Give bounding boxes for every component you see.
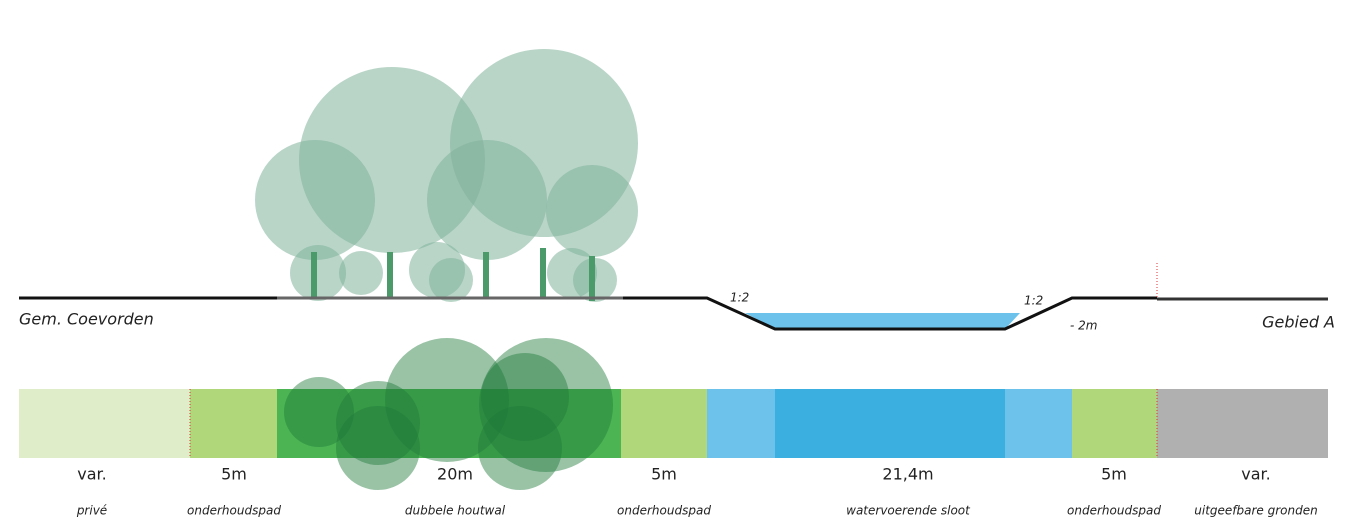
trunks bbox=[311, 248, 595, 301]
right-label: Gebied A bbox=[1262, 313, 1335, 332]
slope-label: 1:2 bbox=[730, 291, 749, 305]
trunk bbox=[540, 248, 546, 299]
water bbox=[745, 313, 1020, 329]
tree-plan bbox=[479, 338, 613, 472]
zone bbox=[707, 389, 775, 458]
zone bbox=[775, 389, 1005, 458]
tree-plan bbox=[336, 406, 420, 490]
zone bbox=[1157, 389, 1328, 458]
zone-width: var. bbox=[77, 465, 106, 484]
trunk bbox=[483, 252, 489, 299]
zone-name: privé bbox=[76, 504, 107, 518]
trees-section bbox=[255, 49, 638, 302]
shrub bbox=[429, 258, 473, 302]
trees-plan bbox=[284, 338, 613, 490]
zone-labels: var. privé 5m onderhoudspad 20m dubbele houtw… bbox=[76, 465, 1318, 518]
ditch-profile bbox=[623, 296, 1157, 331]
zone bbox=[190, 389, 277, 458]
zone-name: onderhoudspad bbox=[617, 504, 711, 518]
zone-width: 5m bbox=[651, 465, 677, 484]
tree-crown bbox=[546, 165, 638, 257]
shrub bbox=[290, 245, 346, 301]
trunk bbox=[589, 256, 595, 301]
zone bbox=[621, 389, 707, 458]
tree-crown bbox=[427, 140, 547, 260]
zone-width: 5m bbox=[221, 465, 247, 484]
zone-width: 20m bbox=[437, 465, 473, 484]
zone-name: watervoerende sloot bbox=[846, 504, 971, 518]
zone-name: uitgeefbare gronden bbox=[1194, 504, 1317, 518]
tree-plan bbox=[478, 406, 562, 490]
tree-plan bbox=[284, 377, 354, 447]
zone bbox=[277, 389, 621, 458]
trunk bbox=[387, 252, 393, 299]
zone bbox=[19, 389, 190, 458]
zone-name: onderhoudspad bbox=[187, 504, 281, 518]
zone bbox=[1072, 389, 1157, 458]
shrub bbox=[339, 251, 383, 295]
tree-plan bbox=[481, 353, 569, 441]
left-label: Gem. Coevorden bbox=[19, 310, 154, 329]
zone-name: onderhoudspad bbox=[1067, 504, 1161, 518]
zone-width: var. bbox=[1241, 465, 1270, 484]
depth-label: - 2m bbox=[1070, 319, 1097, 333]
trunk bbox=[311, 252, 317, 299]
zone-width: 5m bbox=[1101, 465, 1127, 484]
zone bbox=[1005, 389, 1072, 458]
zone-name: dubbele houtwal bbox=[405, 504, 506, 518]
zone-width: 21,4m bbox=[882, 465, 933, 484]
tree-plan bbox=[385, 338, 509, 462]
tree-plan bbox=[336, 381, 420, 465]
slope-label: 1:2 bbox=[1024, 294, 1043, 308]
